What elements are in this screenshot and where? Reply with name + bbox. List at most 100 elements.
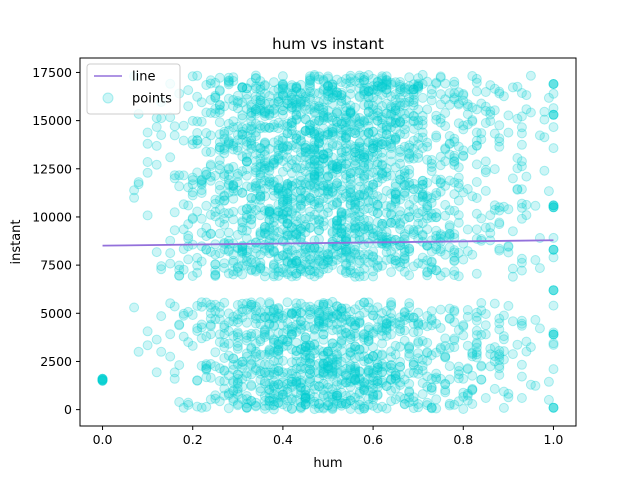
data-point <box>282 368 293 378</box>
points-series <box>97 69 559 415</box>
data-point <box>169 170 180 181</box>
data-point <box>548 339 559 350</box>
data-point <box>228 101 239 112</box>
data-point <box>187 213 198 223</box>
data-point <box>273 390 284 401</box>
data-point <box>277 105 288 116</box>
data-point <box>214 396 225 407</box>
data-point <box>241 371 252 382</box>
data-point <box>232 373 243 384</box>
data-point <box>494 370 505 380</box>
data-point <box>277 84 288 95</box>
data-point <box>156 130 167 141</box>
data-point <box>214 314 225 325</box>
data-point <box>228 316 239 327</box>
data-point <box>232 369 243 380</box>
data-point <box>259 164 270 175</box>
data-point <box>485 228 496 239</box>
data-point <box>282 218 293 229</box>
data-point <box>507 271 518 282</box>
data-point <box>264 108 275 119</box>
data-point <box>255 334 266 345</box>
x-axis: 0.0 0.2 0.4 0.6 0.8 1.0 <box>93 426 563 447</box>
data-point <box>246 143 257 154</box>
data-point <box>237 304 248 314</box>
data-point <box>458 373 469 384</box>
data-point <box>458 321 469 332</box>
data-point <box>246 192 257 203</box>
data-point <box>210 206 221 217</box>
data-point <box>210 390 221 401</box>
data-point <box>192 252 203 263</box>
data-point <box>255 386 266 397</box>
data-point <box>255 97 266 108</box>
data-point <box>282 179 293 189</box>
data-point <box>516 318 527 329</box>
data-point <box>273 140 284 151</box>
data-point <box>223 72 234 83</box>
data-point <box>241 83 252 94</box>
data-point <box>264 393 275 404</box>
data-point <box>246 354 257 365</box>
data-point <box>178 402 189 413</box>
data-point <box>282 230 293 241</box>
data-point <box>273 328 284 338</box>
data-point <box>282 230 293 241</box>
data-point <box>503 392 514 403</box>
data-point <box>97 375 108 386</box>
data-point <box>277 389 288 400</box>
data-point <box>210 347 221 358</box>
data-point <box>268 305 279 315</box>
data-point <box>422 337 433 348</box>
data-point <box>210 393 221 404</box>
data-point <box>264 122 275 133</box>
data-point <box>232 135 243 146</box>
data-point <box>255 191 266 202</box>
data-point <box>268 98 279 109</box>
data-point <box>259 175 270 186</box>
data-point <box>250 81 261 92</box>
data-point <box>201 169 212 180</box>
data-point <box>277 213 288 224</box>
data-point <box>282 244 293 255</box>
data-point <box>246 203 257 214</box>
data-point <box>214 107 225 118</box>
data-point <box>435 323 446 333</box>
data-point <box>268 363 279 374</box>
data-point <box>241 210 252 221</box>
data-point <box>246 107 257 117</box>
data-point <box>255 359 266 369</box>
data-point <box>458 145 469 156</box>
data-point <box>241 225 252 236</box>
data-point <box>255 120 266 131</box>
data-point <box>187 340 198 351</box>
data-point <box>165 258 176 269</box>
data-point <box>494 219 505 230</box>
data-point <box>223 163 234 174</box>
data-point <box>277 166 288 177</box>
data-point <box>223 75 234 86</box>
data-point <box>237 225 248 236</box>
data-point <box>259 325 270 336</box>
x-tick-label: 0.6 <box>363 432 383 447</box>
data-point <box>196 188 207 198</box>
data-point <box>241 131 252 141</box>
data-point <box>246 381 257 392</box>
data-point <box>223 125 234 136</box>
data-point <box>210 103 221 114</box>
data-point <box>264 367 275 378</box>
data-point <box>192 300 203 311</box>
data-point <box>282 384 293 395</box>
data-point <box>205 229 216 239</box>
data-point <box>228 385 239 396</box>
data-point <box>255 168 266 178</box>
data-point <box>187 135 198 146</box>
data-point <box>228 95 239 105</box>
data-point <box>516 128 527 139</box>
data-point <box>282 194 293 205</box>
data-point <box>277 386 288 397</box>
data-point <box>259 183 270 194</box>
data-point <box>516 156 527 167</box>
data-point <box>264 143 275 154</box>
data-point <box>232 96 243 107</box>
